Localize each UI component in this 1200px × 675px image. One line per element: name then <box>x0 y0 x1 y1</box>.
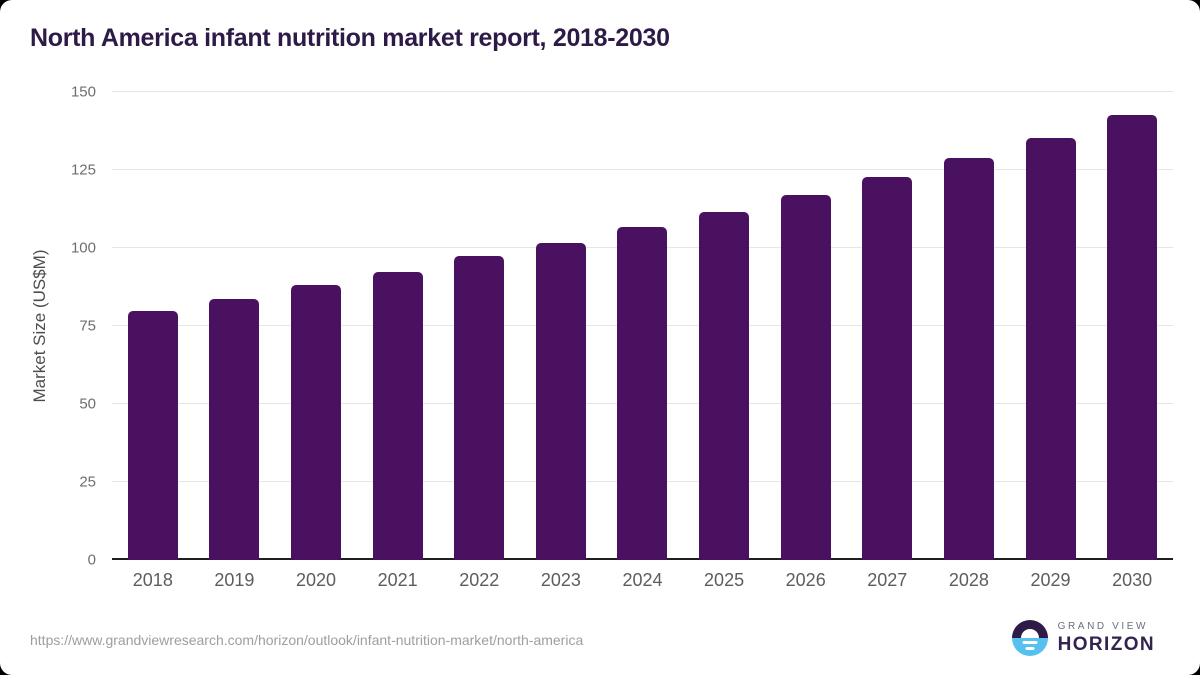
bar-2021[interactable] <box>372 271 423 560</box>
sun-dome-shape <box>1020 629 1039 638</box>
x-tick-label-2022: 2022 <box>459 570 500 590</box>
bar-band-2018 <box>112 92 194 560</box>
grandview-horizon-logo[interactable]: GRAND VIEW HORIZON <box>1011 620 1155 656</box>
bar-band-2022 <box>438 92 520 560</box>
x-tick-label-2021: 2021 <box>377 570 418 590</box>
bar-band-2030 <box>1091 92 1173 560</box>
gridline-125 <box>112 169 1173 170</box>
x-tick-label-2019: 2019 <box>214 570 255 590</box>
source-url: https://www.grandviewresearch.com/horizo… <box>30 632 584 648</box>
chart-title: North America infant nutrition market re… <box>30 24 670 52</box>
x-tick-label-2029: 2029 <box>1030 570 1071 590</box>
bar-band-2023 <box>520 92 602 560</box>
x-tick-labels: 2018 2019 2020 2021 2022 2023 2024 2025 2026 2027… <box>112 570 1173 591</box>
y-tick-label-100: 100 <box>70 239 96 257</box>
bar-band-2020 <box>275 92 357 560</box>
horizon-sunrise-icon <box>1011 620 1048 656</box>
bar-2020[interactable] <box>291 285 342 560</box>
bar-2026[interactable] <box>780 194 831 560</box>
x-tick-label-2030: 2030 <box>1112 570 1153 590</box>
x-tick-label-2018: 2018 <box>132 570 173 590</box>
bar-band-2026 <box>765 92 847 560</box>
logo-text-grandview: GRAND VIEW <box>1057 621 1149 632</box>
bar-2029[interactable] <box>1025 137 1076 560</box>
y-tick-label-25: 25 <box>79 473 96 491</box>
bar-2024[interactable] <box>617 227 668 560</box>
bar-band-2019 <box>194 92 276 560</box>
sun-reflection-line <box>1025 647 1035 650</box>
logo-text: GRAND VIEW HORIZON <box>1057 621 1155 655</box>
sun-reflection-line <box>1022 641 1038 644</box>
x-tick-label-2024: 2024 <box>622 570 663 590</box>
logo-text-horizon: HORIZON <box>1057 634 1155 655</box>
bar-2019[interactable] <box>209 298 260 560</box>
x-tick-label-2023: 2023 <box>540 570 581 590</box>
bar-2030[interactable] <box>1107 115 1158 560</box>
bar-2018[interactable] <box>127 311 178 560</box>
bar-band-2025 <box>683 92 765 560</box>
plot-area <box>112 91 1173 560</box>
bar-2022[interactable] <box>454 256 505 560</box>
bar-2023[interactable] <box>535 243 586 560</box>
y-tick-labels: 0 25 50 75 100 125 150 <box>0 84 96 569</box>
bar-2027[interactable] <box>862 176 913 560</box>
bar-band-2029 <box>1010 92 1092 560</box>
bar-band-2027 <box>846 92 928 560</box>
y-tick-label-0: 0 <box>87 551 96 569</box>
bar-band-2028 <box>928 92 1010 560</box>
x-tick-label-2020: 2020 <box>296 570 337 590</box>
x-tick-label-2026: 2026 <box>785 570 826 590</box>
y-tick-label-125: 125 <box>70 161 96 179</box>
bar-band-2021 <box>357 92 439 560</box>
bar-2025[interactable] <box>699 211 750 560</box>
y-tick-label-150: 150 <box>70 83 96 101</box>
x-tick-label-2025: 2025 <box>704 570 745 590</box>
x-tick-label-2028: 2028 <box>948 570 989 590</box>
y-tick-label-50: 50 <box>79 395 96 413</box>
x-tick-label-2027: 2027 <box>867 570 908 590</box>
bar-band-2024 <box>602 92 684 560</box>
bar-2028[interactable] <box>943 157 994 560</box>
y-tick-label-75: 75 <box>79 317 96 335</box>
gridline-150 <box>112 91 1173 92</box>
bar-series <box>112 92 1173 560</box>
